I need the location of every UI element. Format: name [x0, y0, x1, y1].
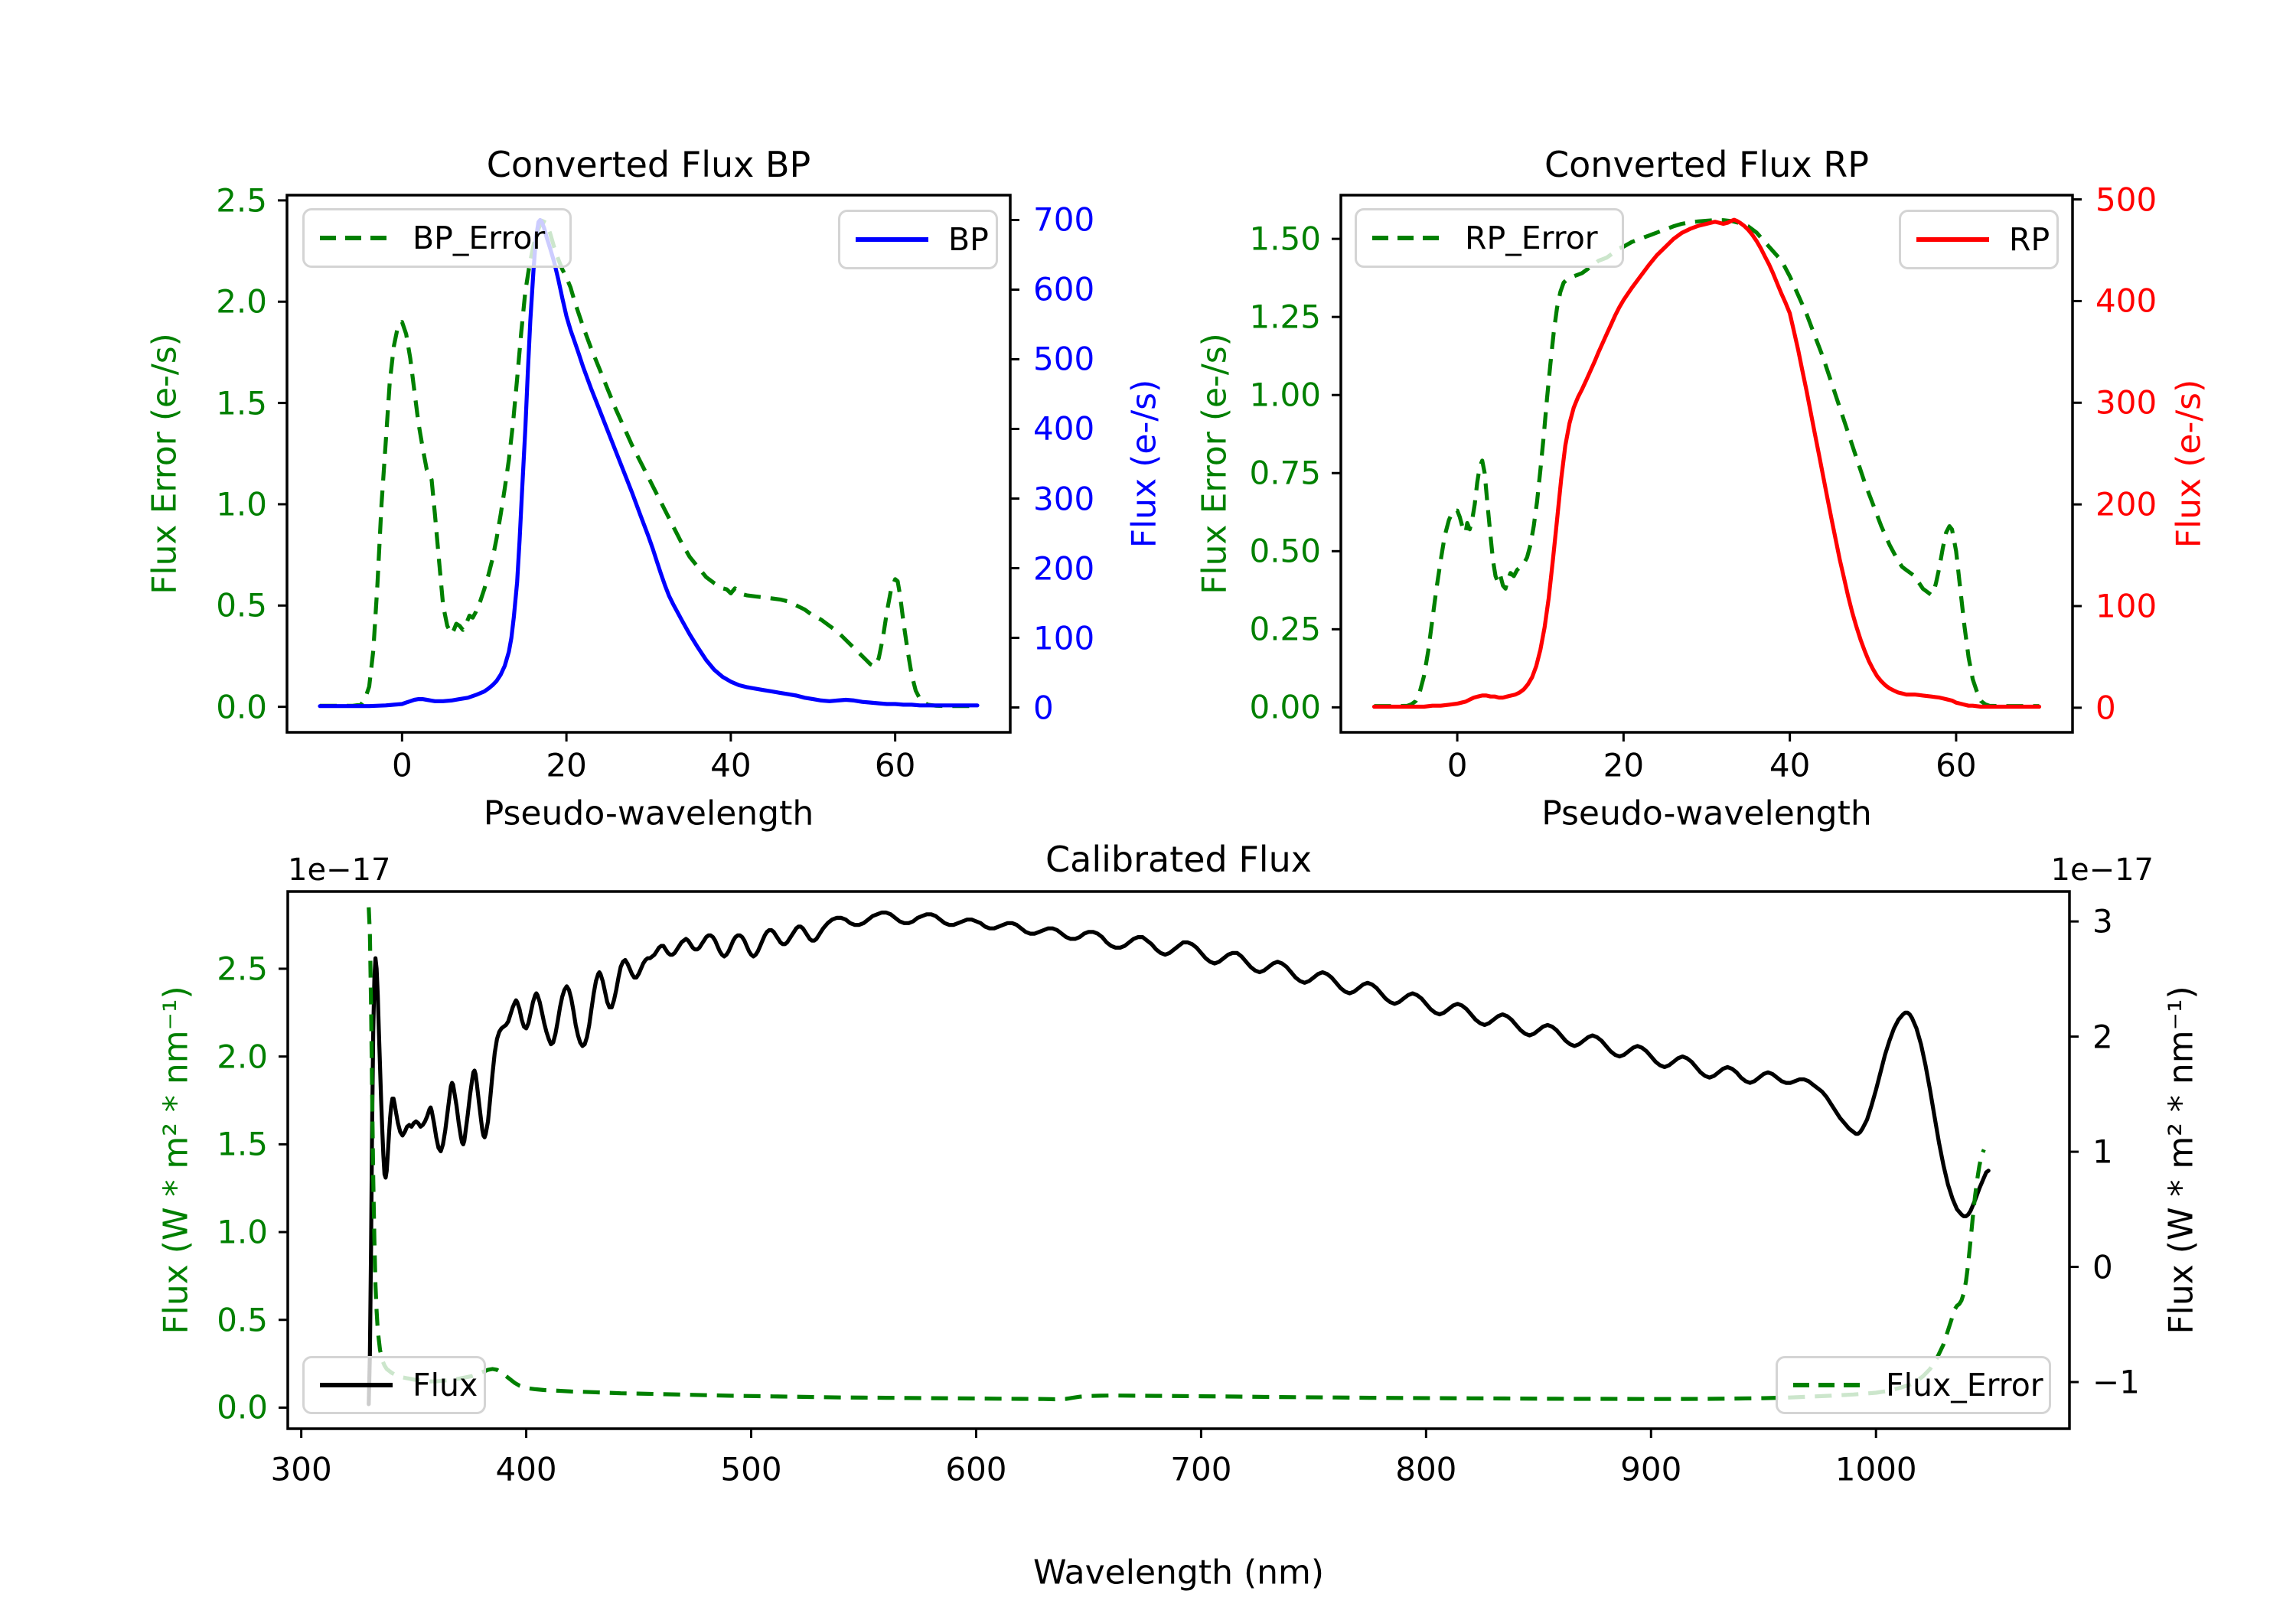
right-tick-label-rp: 500: [2095, 181, 2157, 219]
x-tick-label-rp: 0: [1446, 746, 1468, 784]
right-tick-label-bp: 500: [1033, 340, 1095, 378]
x-tick-label-cal: 600: [945, 1450, 1007, 1488]
right-tick-label-bp: 600: [1033, 270, 1095, 308]
left-tick-label-bp: 1.0: [216, 485, 267, 523]
right-tick-label-bp: 400: [1033, 409, 1095, 448]
chart-title-rp: Converted Flux RP: [1544, 144, 1869, 185]
y-axis-label-rp-flux: Flux (e-/s): [2169, 379, 2209, 549]
legend-line-sample: [856, 237, 928, 242]
legend-line-sample: [1916, 237, 1989, 242]
left-tick-label-bp: 0.5: [216, 586, 267, 624]
x-tick-label-rp: 60: [1936, 746, 1977, 784]
x-tick-label-cal: 900: [1620, 1450, 1682, 1488]
legend-line-sample: [320, 1383, 393, 1387]
x-tick-label-cal: 1000: [1835, 1450, 1917, 1488]
x-tick-label-rp: 20: [1603, 746, 1645, 784]
x-tick-label-cal: 300: [270, 1450, 332, 1488]
legend-flux: Flux: [302, 1356, 486, 1414]
right-tick-label-cal: 1: [2092, 1133, 2113, 1171]
legend-label: Flux_Error: [1886, 1367, 2043, 1403]
right-tick-label-rp: 200: [2095, 485, 2157, 523]
chart-title-cal: Calibrated Flux: [1045, 839, 1312, 880]
left-tick-label-cal: 0.5: [217, 1301, 268, 1339]
right-tick-label-rp: 0: [2095, 689, 2116, 727]
left-tick-label-cal: 2.5: [217, 950, 268, 988]
x-axis-label-cal: Wavelength (nm): [1032, 1553, 1325, 1592]
left-tick-label-cal: 0.0: [217, 1388, 268, 1426]
series-rp-error-line: [1374, 218, 2040, 709]
legend-label: RP_Error: [1465, 220, 1598, 256]
left-tick-label-rp: 0.75: [1249, 454, 1321, 492]
x-tick-label-bp: 20: [546, 746, 587, 784]
right-tick-label-cal: 0: [2092, 1248, 2113, 1286]
y-axis-label-cal-flux-right: Flux (W * m² * nm⁻¹): [2161, 986, 2201, 1335]
x-tick-label-bp: 0: [391, 746, 413, 784]
right-tick-label-bp: 300: [1033, 480, 1095, 517]
left-tick-label-rp: 0.00: [1249, 688, 1321, 726]
left-tick-label-rp: 1.25: [1249, 298, 1321, 336]
legend-line-sample: [320, 236, 393, 240]
left-tick-label-rp: 1.00: [1249, 376, 1321, 414]
y-axis-label-rp-error: Flux Error (e-/s): [1195, 333, 1234, 595]
right-tick-label-rp: 400: [2095, 282, 2157, 320]
left-tick-label-bp: 2.5: [216, 181, 267, 220]
x-tick-label-bp: 60: [874, 746, 916, 784]
y-axis-label-cal-flux: Flux (W * m² * nm⁻¹): [156, 986, 196, 1335]
left-tick-label-cal: 1.0: [217, 1213, 268, 1251]
right-tick-label-cal: 2: [2092, 1018, 2113, 1056]
left-tick-label-rp: 0.50: [1249, 532, 1321, 570]
legend-rp-error: RP_Error: [1355, 208, 1624, 268]
right-tick-label-cal: −1: [2092, 1363, 2140, 1401]
x-tick-label-rp: 40: [1769, 746, 1811, 784]
legend-line-sample: [1793, 1383, 1866, 1387]
y-axis-label-bp-flux: Flux (e-/s): [1124, 379, 1164, 549]
legend-bp: BP: [838, 210, 998, 269]
offset-text-1e-17-right: 1e−17: [2050, 852, 2154, 888]
right-tick-label-rp: 300: [2095, 383, 2157, 422]
x-tick-label-cal: 400: [495, 1450, 557, 1488]
x-axis-label-rp: Pseudo-wavelength: [1541, 794, 1872, 833]
legend-label: BP_Error: [413, 220, 546, 256]
left-tick-label-rp: 1.50: [1249, 220, 1321, 258]
x-tick-label-cal: 800: [1395, 1450, 1457, 1488]
left-tick-label-cal: 1.5: [217, 1125, 268, 1163]
x-tick-label-bp: 40: [710, 746, 752, 784]
left-tick-label-bp: 0.0: [216, 688, 267, 726]
legend-flux-error: Flux_Error: [1776, 1356, 2051, 1414]
legend-label: RP: [2009, 221, 2050, 258]
right-tick-label-bp: 200: [1033, 549, 1095, 587]
right-tick-label-rp: 100: [2095, 587, 2157, 625]
right-tick-label-cal: 3: [2092, 902, 2113, 940]
right-tick-label-bp: 700: [1033, 200, 1095, 239]
legend-rp: RP: [1899, 210, 2059, 269]
series-flux-error-line: [367, 907, 1986, 1402]
plot-frame-bp: [285, 194, 1012, 734]
plot-frame-rp: [1339, 194, 2074, 734]
plot-frame-cal: [286, 890, 2071, 1430]
legend-line-sample: [1372, 236, 1445, 240]
offset-text-1e-17-left: 1e−17: [288, 852, 391, 888]
chart-title-bp: Converted Flux BP: [486, 144, 811, 185]
x-tick-label-cal: 500: [720, 1450, 782, 1488]
series-rp-line: [1371, 217, 2042, 709]
left-tick-label-rp: 0.25: [1249, 610, 1321, 648]
series-bp-line: [318, 217, 980, 709]
right-tick-label-bp: 100: [1033, 619, 1095, 657]
left-tick-label-cal: 2.0: [217, 1038, 268, 1076]
series-flux-line: [367, 910, 1991, 1407]
right-tick-label-bp: 0: [1033, 689, 1054, 726]
x-tick-label-cal: 700: [1170, 1450, 1232, 1488]
legend-bp-error: BP_Error: [302, 208, 572, 268]
left-tick-label-bp: 1.5: [216, 384, 267, 422]
y-axis-label-bp-error: Flux Error (e-/s): [145, 333, 184, 595]
legend-label: BP: [948, 221, 989, 258]
left-tick-label-bp: 2.0: [216, 282, 267, 321]
legend-label: Flux: [413, 1367, 478, 1403]
series-bp-error-line: [320, 218, 977, 709]
x-axis-label-bp: Pseudo-wavelength: [483, 794, 814, 833]
